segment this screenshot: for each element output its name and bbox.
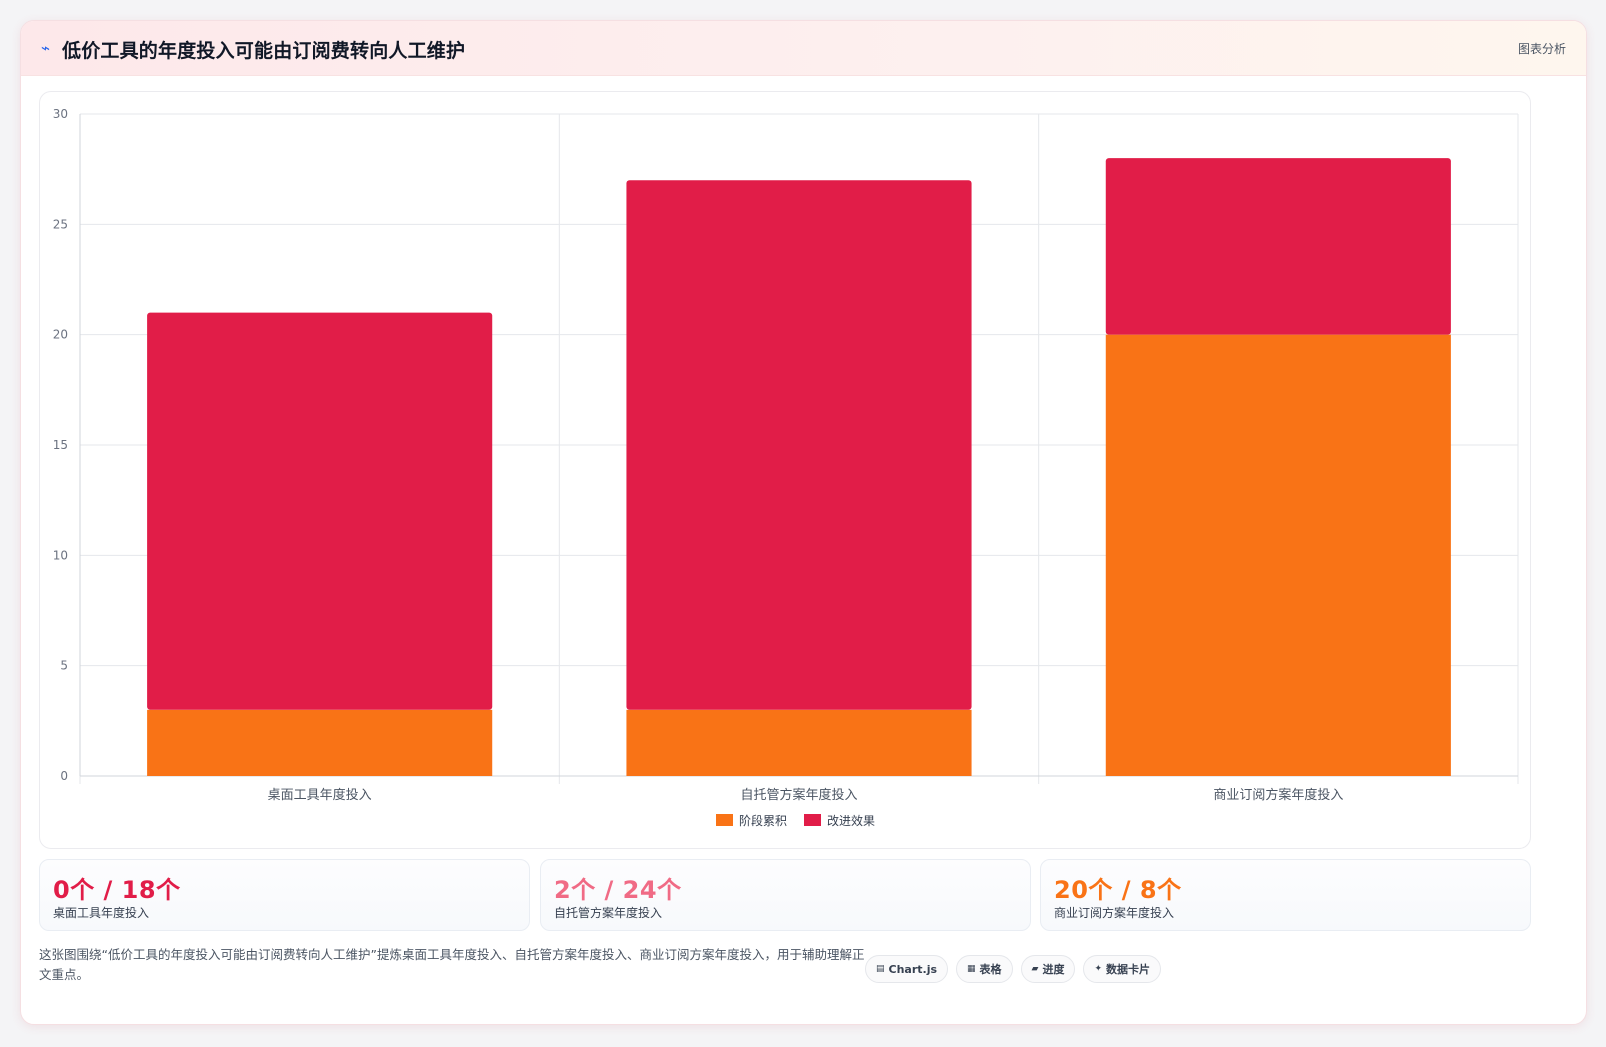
chip-label: Chart.js [888, 962, 938, 976]
y-tick-label: 25 [53, 217, 68, 231]
y-tick-label: 5 [60, 659, 68, 673]
bar-segment [626, 709, 972, 776]
stat-card-selfhosted: 2个 / 24个 自托管方案年度投入 [540, 859, 1031, 931]
legend-swatch [716, 814, 733, 826]
stat-value: 0个 / 18个 [53, 876, 181, 904]
chip-label: 表格 [979, 963, 1002, 976]
stat-label: 商业订阅方案年度投入 [1054, 906, 1175, 920]
bar-segment [1105, 158, 1451, 335]
bar-segment [147, 312, 493, 710]
sparkle-icon: ✦ [1094, 964, 1103, 974]
chart-icon: ▤ [876, 964, 885, 974]
x-tick-label: 桌面工具年度投入 [268, 787, 372, 803]
table-icon: ▦ [967, 964, 976, 974]
chart-analysis-tag[interactable]: 图表分析 [1517, 42, 1566, 56]
chip-label: 进度 [1042, 963, 1065, 976]
chart-title: 低价工具的年度投入可能由订阅费转向人工维护 [62, 40, 466, 62]
stat-card-subscription: 20个 / 8个 商业订阅方案年度投入 [1040, 859, 1531, 931]
y-tick-label: 0 [60, 769, 68, 783]
card-header: ⌁ 低价工具的年度投入可能由订阅费转向人工维护 图表分析 [21, 21, 1586, 76]
chip-table[interactable]: ▦ 表格 [956, 955, 1013, 983]
legend-label: 阶段累积 [739, 813, 787, 828]
stat-label: 桌面工具年度投入 [53, 906, 150, 920]
chart-card: ⌁ 低价工具的年度投入可能由订阅费转向人工维护 图表分析 0 5 10 15 20 25 3… [20, 20, 1587, 1025]
chip-label: 数据卡片 [1106, 963, 1151, 976]
chart-description: 这张图围绕“低价工具的年度投入可能由订阅费转向人工维护”提炼桌面工具年度投入、自… [39, 947, 865, 982]
bar-segment [1105, 334, 1451, 776]
stat-label: 自托管方案年度投入 [554, 906, 663, 920]
chart-area: 0 5 10 15 20 25 30 桌面工具年度投入 自托管方案年度投入 商业订阅方案年度投入阶… [39, 91, 1531, 849]
stat-value: 2个 / 24个 [554, 876, 682, 904]
x-tick-label: 商业订阅方案年度投入 [1213, 787, 1343, 803]
x-tick-label: 自托管方案年度投入 [740, 787, 857, 803]
y-tick-label: 20 [53, 328, 68, 342]
bar-segment [147, 709, 493, 776]
chip-progress[interactable]: ▰ 进度 [1020, 955, 1076, 983]
progress-icon: ▰ [1031, 964, 1039, 974]
bar-segment [626, 180, 972, 710]
y-tick-label: 10 [53, 548, 68, 562]
stacked-bar-chart: 0 5 10 15 20 25 30 桌面工具年度投入 自托管方案年度投入 商业订阅方案年度投入阶… [53, 107, 1519, 828]
chip-chartjs[interactable]: ▤ Chart.js [865, 955, 949, 983]
legend-label: 改进效果 [827, 813, 875, 828]
legend-swatch [804, 814, 821, 826]
chip-data-card[interactable]: ✦ 数据卡片 [1083, 955, 1162, 983]
trend-line-icon: ⌁ [41, 39, 51, 57]
chip-row: ▤ Chart.js ▦ 表格 ▰ 进度 ✦ 数据卡片 [865, 955, 1162, 983]
stat-value: 20个 / 8个 [1054, 876, 1182, 904]
y-tick-label: 30 [53, 107, 68, 121]
stat-card-desktop: 0个 / 18个 桌面工具年度投入 [39, 859, 530, 931]
y-tick-label: 15 [53, 438, 68, 452]
